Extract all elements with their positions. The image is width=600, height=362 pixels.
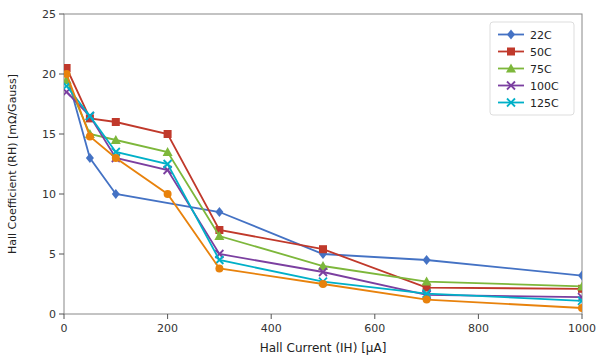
x-tick-label: 0: [61, 322, 68, 335]
point: [163, 147, 173, 156]
legend-marker: [507, 30, 515, 40]
x-tick: [582, 314, 583, 319]
point: [578, 304, 582, 312]
y-tick: [59, 74, 64, 75]
y-tick: [59, 134, 64, 135]
x-tick-label: 800: [468, 322, 489, 335]
x-tick-label: 200: [157, 322, 178, 335]
y-tick: [59, 314, 64, 315]
x-tick: [271, 314, 272, 319]
legend-label: 50C: [530, 46, 552, 59]
y-tick-label: 0: [49, 308, 56, 321]
legend-label: 22C: [530, 29, 552, 42]
point: [319, 268, 327, 276]
y-tick: [59, 254, 64, 255]
point: [112, 154, 120, 162]
legend-marker: [507, 99, 515, 107]
y-tick-label: 15: [42, 128, 56, 141]
point: [112, 189, 120, 199]
chart: 0 200 400 600 800 1000 0 5 10 15 20 25 Hall Current …: [0, 0, 600, 362]
point: [86, 153, 94, 163]
legend-marker: [506, 64, 516, 73]
point: [86, 112, 94, 120]
point: [112, 118, 120, 126]
legend-box: [490, 22, 574, 115]
point: [164, 190, 172, 198]
x-tick-label: 1000: [568, 322, 596, 335]
x-tick: [478, 314, 479, 319]
point: [86, 112, 94, 120]
point: [214, 231, 224, 240]
series-line: [67, 86, 582, 301]
x-tick-label: 400: [261, 322, 282, 335]
y-tick: [59, 194, 64, 195]
y-tick: [59, 14, 64, 15]
point: [215, 264, 223, 272]
legend-label: 125C: [530, 97, 559, 110]
y-tick-label: 25: [42, 8, 56, 21]
point: [423, 296, 431, 304]
legend-marker: [507, 48, 515, 56]
y-axis-label: Hall Coefficient (RH) [mΩ/Gauss]: [6, 74, 19, 254]
point: [86, 132, 94, 140]
x-tick: [64, 314, 65, 319]
axes: 0 200 400 600 800 1000 0 5 10 15 20 25: [42, 8, 596, 335]
point: [423, 255, 431, 265]
legend-label: 100C: [530, 80, 559, 93]
x-tick: [167, 314, 168, 319]
point: [111, 135, 121, 144]
legend-marker: [507, 82, 515, 90]
point: [215, 207, 223, 217]
series-line: [67, 92, 582, 297]
x-tick-label: 600: [364, 322, 385, 335]
y-tick-label: 10: [42, 188, 56, 201]
point: [578, 297, 582, 305]
point: [319, 245, 327, 253]
point: [164, 160, 172, 168]
point: [164, 130, 172, 138]
point: [577, 281, 582, 290]
y-tick-label: 5: [49, 248, 56, 261]
point: [578, 271, 582, 281]
point: [112, 154, 120, 162]
point: [215, 256, 223, 264]
y-tick-label: 20: [42, 68, 56, 81]
plot-frame: [64, 14, 582, 314]
x-axis-label: Hall Current (IH) [μA]: [260, 341, 387, 355]
x-tick: [374, 314, 375, 319]
point: [319, 280, 327, 288]
point: [64, 70, 71, 78]
legend: 22C 50C 75C 100C 125C: [490, 22, 574, 115]
point: [422, 277, 432, 286]
legend-label: 75C: [530, 63, 552, 76]
